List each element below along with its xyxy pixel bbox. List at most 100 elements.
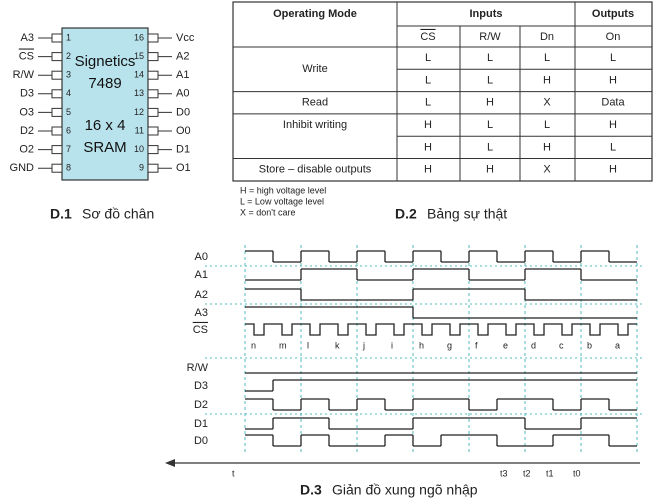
strobe-pulse bbox=[273, 323, 301, 336]
pin-number: 13 bbox=[134, 88, 144, 98]
table-header: Inputs bbox=[470, 8, 503, 20]
chip-text: SRAM bbox=[83, 139, 126, 156]
signal-name: A0 bbox=[195, 251, 208, 263]
table-note: X = don't care bbox=[240, 207, 296, 217]
signal-name: D3 bbox=[194, 380, 208, 392]
pin-number: 15 bbox=[134, 51, 144, 61]
chip-text: 16 x 4 bbox=[85, 117, 126, 134]
table-cell: L bbox=[610, 141, 616, 153]
slot-label: f bbox=[475, 340, 478, 350]
slot-label: d bbox=[531, 340, 536, 350]
pin-label: Vcc bbox=[176, 32, 195, 44]
pin-number: 8 bbox=[66, 163, 71, 173]
pin-stub bbox=[51, 70, 63, 80]
pin-number: 6 bbox=[66, 125, 71, 135]
table-cell: H bbox=[609, 164, 617, 176]
table-cell: H bbox=[609, 74, 617, 86]
caption-text: Giản đồ xung ngõ nhập bbox=[332, 482, 478, 498]
caption-label: D.1 bbox=[50, 206, 72, 222]
slot-label: i bbox=[391, 340, 393, 350]
pin-number: 10 bbox=[134, 144, 144, 154]
table-cell: L bbox=[487, 141, 493, 153]
pin-number: 5 bbox=[66, 107, 71, 117]
caption-label: D.3 bbox=[300, 482, 322, 498]
pin-label: A0 bbox=[176, 88, 189, 100]
pin-stub bbox=[51, 126, 63, 136]
caption-text: Bảng sự thật bbox=[427, 206, 507, 222]
table-cell: H bbox=[424, 119, 432, 131]
pin-number: 16 bbox=[134, 32, 144, 42]
pin-number: 7 bbox=[66, 144, 71, 154]
pin-label: D1 bbox=[176, 144, 190, 156]
pin-label: GND bbox=[10, 162, 35, 174]
pin-stub bbox=[147, 70, 159, 80]
slot-label: j bbox=[362, 340, 365, 350]
slot-label: b bbox=[587, 340, 592, 350]
table-cell: L bbox=[610, 52, 616, 64]
signal-name: CS bbox=[193, 324, 208, 336]
pin-number: 3 bbox=[66, 70, 71, 80]
table-cell: H bbox=[543, 141, 551, 153]
mode-name: Store – disable outputs bbox=[259, 164, 372, 176]
pin-stub bbox=[147, 52, 159, 62]
pin-stub bbox=[147, 145, 159, 155]
pin-number: 12 bbox=[134, 107, 144, 117]
slot-label: l bbox=[307, 340, 309, 350]
signal-name: A2 bbox=[195, 289, 208, 301]
caption-label: D.2 bbox=[395, 206, 417, 222]
pin-label: A2 bbox=[176, 51, 189, 63]
table-cell: H bbox=[486, 164, 494, 176]
time-label: t2 bbox=[523, 468, 531, 478]
slot-label: a bbox=[615, 340, 620, 350]
pin-label: D0 bbox=[176, 106, 190, 118]
mode-name: Inhibit writing bbox=[283, 119, 347, 131]
table-cell: L bbox=[487, 52, 493, 64]
time-label: t1 bbox=[546, 468, 554, 478]
pin-label: A3 bbox=[21, 32, 34, 44]
table-cell: L bbox=[544, 119, 550, 131]
strobe-pulse bbox=[441, 323, 469, 336]
pin-label: O3 bbox=[19, 106, 34, 118]
chip-text: 7489 bbox=[88, 75, 121, 92]
pin-stub bbox=[51, 52, 63, 62]
signal-name: A3 bbox=[195, 307, 208, 319]
pin-stub bbox=[147, 126, 159, 136]
table-cell: X bbox=[543, 164, 551, 176]
table-cell: L bbox=[425, 74, 431, 86]
pin-number: 2 bbox=[66, 51, 71, 61]
caption-text: Sơ đồ chân bbox=[82, 206, 154, 222]
pin-stub bbox=[51, 107, 63, 117]
table-cell: H bbox=[543, 74, 551, 86]
chip-text: Signetics bbox=[75, 53, 136, 70]
pin-number: 11 bbox=[135, 125, 144, 135]
table-cell: L bbox=[487, 74, 493, 86]
signal-name: D0 bbox=[194, 435, 208, 447]
table-subheader: On bbox=[606, 31, 621, 43]
table-cell: H bbox=[486, 97, 494, 109]
table-cell: L bbox=[487, 119, 493, 131]
strobe-pulse bbox=[469, 323, 497, 336]
time-label: t3 bbox=[500, 468, 508, 478]
pin-label: O2 bbox=[19, 144, 34, 156]
strobe-pulse bbox=[497, 323, 525, 336]
pin-label: CS bbox=[19, 51, 34, 63]
slot-label: m bbox=[279, 340, 287, 350]
table-header: Outputs bbox=[592, 8, 634, 20]
signal-name: A1 bbox=[195, 269, 208, 281]
pin-label: O0 bbox=[176, 125, 191, 137]
pin-stub bbox=[147, 107, 159, 117]
strobe-pulse bbox=[525, 323, 553, 336]
pin-stub bbox=[147, 33, 159, 43]
pin-stub bbox=[147, 163, 159, 173]
time-label: t0 bbox=[573, 468, 581, 478]
pin-label: D3 bbox=[20, 88, 34, 100]
pin-label: A1 bbox=[176, 69, 189, 81]
signal-name: R/W bbox=[187, 362, 209, 374]
table-cell: Data bbox=[601, 97, 625, 109]
slot-label: n bbox=[251, 340, 256, 350]
pin-label: R/W bbox=[13, 69, 35, 81]
table-subheader: CS bbox=[420, 31, 435, 43]
pin-number: 4 bbox=[66, 88, 71, 98]
table-subheader: Dn bbox=[540, 31, 554, 43]
